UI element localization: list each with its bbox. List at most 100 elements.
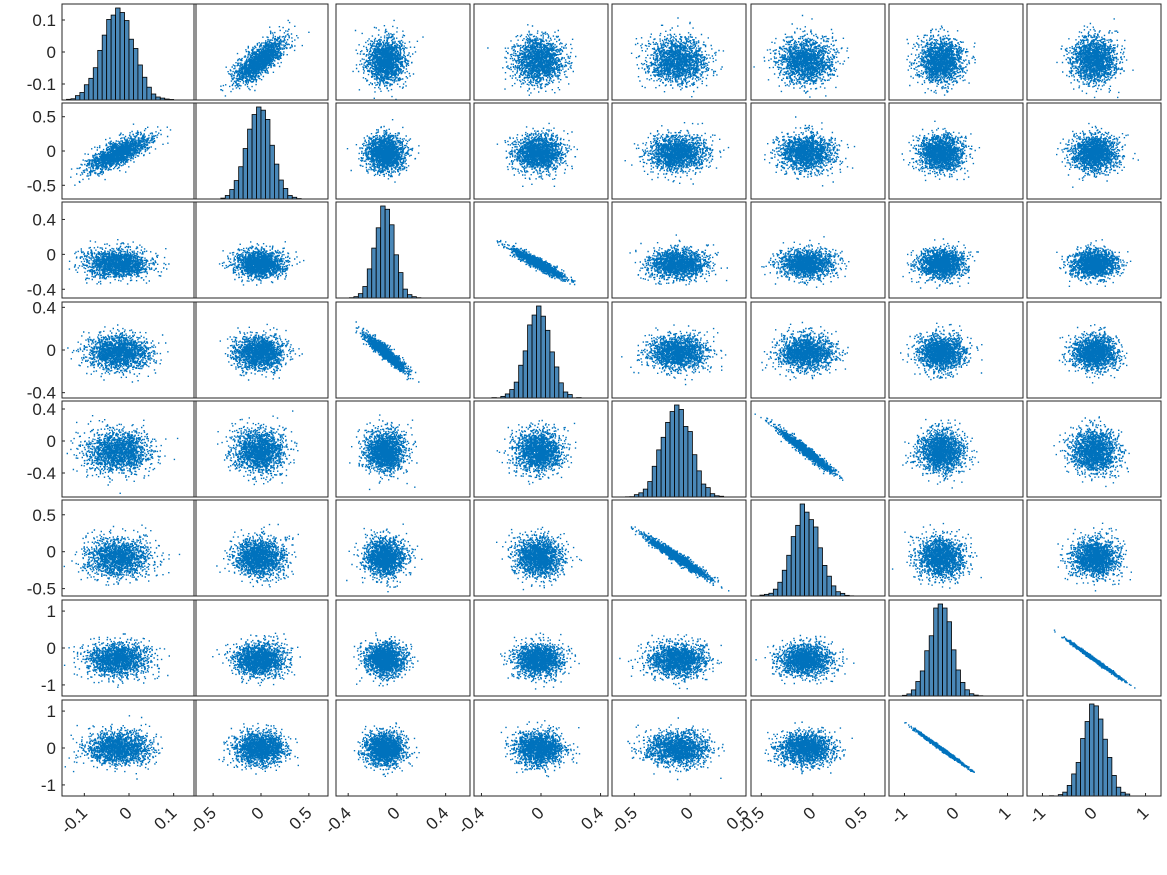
panel-frame [611, 599, 747, 697]
scatter-points [1056, 18, 1134, 99]
y-tick-label: 0 [47, 432, 56, 451]
panel-frame [750, 699, 886, 797]
scatter-points [216, 523, 299, 588]
panel-frame [335, 102, 471, 200]
scatter-points [496, 419, 577, 485]
panel-frame [1026, 301, 1162, 399]
hist-bar [389, 224, 395, 299]
panel-frame [1026, 3, 1162, 101]
panel-r6-c5 [611, 499, 747, 597]
y-tick-label: -1 [41, 676, 56, 695]
hist-bar [831, 585, 837, 597]
panel-frame [473, 102, 609, 200]
scatter-points [1056, 239, 1132, 287]
hist-bar [88, 77, 94, 101]
hist-bar [678, 409, 684, 498]
scatter-points [630, 526, 730, 592]
hist-bar [946, 621, 952, 697]
y-tick-label: 0 [47, 543, 56, 562]
panel-r3-c8 [1026, 201, 1162, 299]
scatter-points [70, 123, 172, 186]
hist-bar [124, 20, 130, 101]
panel-r8-c8 [1026, 699, 1162, 797]
hist-bar [835, 591, 841, 597]
hist-bar [924, 650, 930, 697]
x-tick-label: 0 [800, 803, 820, 823]
x-tick-label: 0 [528, 803, 548, 823]
panel-r2-c4 [473, 102, 609, 200]
panel-frame [750, 400, 886, 498]
hist-bar [282, 188, 289, 200]
panel-frame [888, 301, 1024, 399]
scatter-points [212, 632, 301, 687]
panel-r6-c4 [473, 499, 609, 597]
hist-bar [540, 315, 546, 399]
panel-frame [61, 400, 197, 498]
hist-bar [1075, 762, 1082, 797]
panel-frame [888, 3, 1024, 101]
hist-bar [790, 536, 797, 597]
panel-frame [193, 102, 329, 200]
scatter-points [1053, 629, 1136, 689]
hist-bar [141, 76, 148, 101]
hist-bar [527, 324, 533, 399]
panel-r7-c4 [473, 599, 609, 697]
panel-frame [193, 499, 329, 597]
scatter-points [755, 634, 855, 685]
panel-r5-c1 [61, 400, 197, 498]
hist-bar [964, 689, 970, 697]
panel-r6-c2 [193, 499, 329, 597]
x-tick-label: -0.5 [607, 803, 641, 837]
hist-bar [1066, 785, 1073, 797]
scatter-points [902, 238, 979, 289]
hist-bar [777, 581, 783, 597]
panel-r4-c2 [193, 301, 329, 399]
panel-frame [473, 499, 609, 597]
hist-bar [79, 92, 85, 101]
scatter-points [346, 523, 423, 593]
panel-frame [750, 499, 886, 597]
hist-bar [273, 163, 280, 200]
panel-frame [611, 102, 747, 200]
hist-bar [509, 389, 515, 399]
hist-bar [269, 144, 275, 200]
hist-bar [656, 449, 662, 498]
hist-bar [260, 109, 266, 200]
y-tick-label: 0.5 [32, 506, 56, 525]
scatter-points [64, 715, 163, 780]
panel-r3-c7 [888, 201, 1024, 299]
y-tick-label: 0 [47, 739, 56, 758]
scatter-points [901, 120, 981, 182]
hist-bar [380, 205, 386, 299]
hist-bar [822, 565, 828, 597]
y-tick-label: -0.4 [27, 384, 56, 403]
x-tick-label: -0.1 [57, 803, 91, 837]
panel-r7-c1 [61, 599, 197, 697]
hist-bar [772, 588, 779, 597]
hist-bar [83, 84, 90, 101]
scatter-points [624, 122, 730, 185]
scatter-points [906, 25, 976, 96]
panel-frame [193, 201, 329, 299]
y-tick-label: 0 [47, 341, 56, 360]
panel-frame [335, 699, 471, 797]
hist-bar [817, 547, 823, 597]
hist-bar [265, 119, 271, 200]
hist-bar [106, 19, 112, 101]
hist-bar [554, 366, 560, 399]
panel-r8-c6 [750, 699, 886, 797]
y-tick-label: -0.4 [27, 280, 56, 299]
y-tick-label: 0 [47, 43, 56, 62]
panel-r4-c8 [1026, 301, 1162, 399]
scatter-points [764, 116, 856, 187]
y-tick-label: -0.5 [27, 176, 56, 195]
panel-frame [888, 499, 1024, 597]
hist-bar [665, 421, 671, 498]
scatter-points [754, 413, 844, 481]
hist-bar [1115, 786, 1122, 797]
hist-bar [362, 286, 368, 299]
hist-bar [942, 607, 948, 697]
panel-frame [473, 599, 609, 697]
scatter-points [353, 722, 420, 777]
x-tick-label: 1 [1132, 803, 1152, 823]
